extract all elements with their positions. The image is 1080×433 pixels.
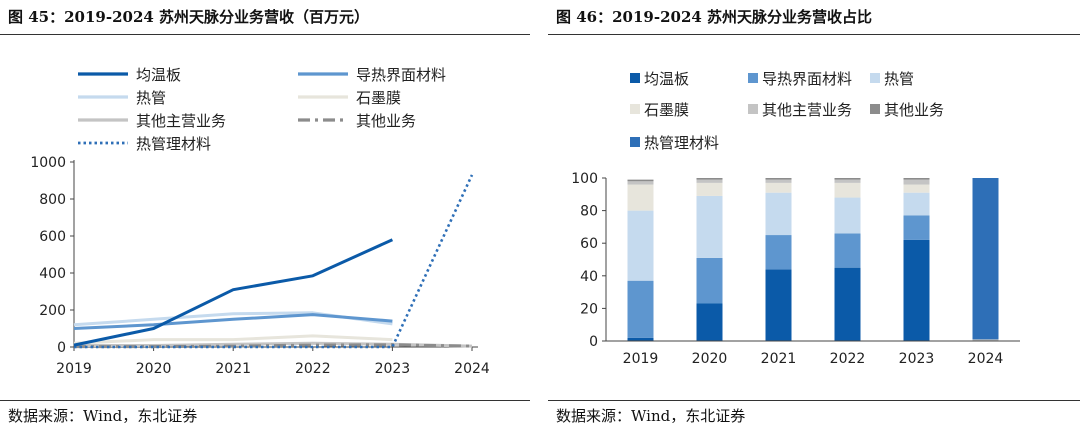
x-tick-label: 2019 [56,361,92,377]
left-figure-title: 图 45：2019-2024 苏州天脉分业务营收（百万元） [8,8,370,26]
left-source-note: 数据来源：Wind，东北证券 [8,407,198,425]
bar-segment-其他业务 [834,178,861,180]
x-tick-label: 2024 [454,361,490,377]
y-tick-label: 20 [580,301,598,317]
bar-segment-均温板 [834,267,861,341]
legend-swatch-石墨膜 [630,104,640,114]
bar-segment-石墨膜 [627,184,654,211]
bar-segment-导热界面材料 [903,215,930,240]
legend-label: 其他主营业务 [762,101,852,119]
x-tick-label: 2022 [295,361,331,377]
bar-segment-石墨膜 [765,182,792,193]
series-line-导热界面材料 [73,313,393,330]
bar-segment-导热界面材料 [696,257,723,304]
legend-label: 热管理材料 [644,134,719,152]
bar-segment-其他业务 [903,178,930,180]
series-line-均温板 [73,238,394,347]
x-tick-label: 2023 [375,361,411,377]
legend-label: 导热界面材料 [762,70,852,88]
bar-segment-其他主营业务 [696,179,723,183]
y-tick-label: 100 [571,171,598,187]
x-tick-label: 2020 [136,361,172,377]
legend-label: 其他业务 [356,112,416,130]
legend-label: 导热界面材料 [356,66,446,84]
legend-label: 其他主营业务 [136,112,226,130]
legend-swatch-其他业务 [870,104,880,114]
y-tick-label: 600 [39,229,66,245]
series-line-其他业务 [74,343,473,349]
y-tick-label: 800 [39,192,66,208]
legend-swatch-其他主营业务 [748,104,758,114]
series-line-石墨膜 [73,334,393,345]
bar-segment-热管 [903,192,930,216]
y-tick-label: 0 [589,334,598,350]
legend-swatch-均温板 [630,73,640,83]
legend-swatch-热管理材料 [630,137,640,147]
bar-segment-热管理材料 [972,178,999,340]
y-tick-label: 0 [57,340,66,356]
x-tick-label: 2019 [623,351,659,367]
left-chart-panel: 图 45：2019-2024 苏州天脉分业务营收（百万元） 0 200 400 600… [0,0,530,433]
bar-segment-均温板 [696,303,723,341]
bar-segment-导热界面材料 [627,280,654,338]
legend-label: 热管理材料 [136,135,211,153]
bar-segment-其他主营业务 [627,181,654,185]
y-tick-label: 400 [39,266,66,282]
right-figure-title: 图 46：2019-2024 苏州天脉分业务营收占比 [556,8,873,26]
right-source-note: 数据来源：Wind，东北证券 [556,407,746,425]
x-tick-label: 2021 [761,351,797,367]
legend-label: 均温板 [644,70,689,88]
y-tick-label: 1000 [30,155,66,171]
legend-label: 其他业务 [884,101,944,119]
bar-segment-其他主营业务 [834,179,861,183]
bar-segment-热管 [834,197,861,234]
series-line-热管理材料 [74,174,474,349]
right-title-rule [548,34,1080,35]
bar-segment-热管 [627,210,654,281]
bar-segment-热管 [765,192,792,236]
bar-segment-石墨膜 [834,182,861,198]
bar-segment-石墨膜 [903,184,930,193]
legend-swatch-导热界面材料 [748,73,758,83]
line-chart: 0 200 400 600 800 1000 2019 2020 2021 2022 2023 202… [30,66,490,377]
x-tick-label: 2023 [899,351,935,367]
bar-segment-其他主营业务 [765,179,792,183]
bar-segment-均温板 [765,269,792,341]
right-source-rule [548,400,1080,401]
bar-segment-其他主营业务 [903,179,930,185]
x-tick-label: 2020 [692,351,728,367]
y-tick-label: 40 [580,269,598,285]
bar-segment-均温板 [627,337,654,341]
legend-swatch-热管 [870,73,880,83]
legend-label: 热管 [136,89,166,107]
legend-label: 均温板 [136,66,181,84]
bar-segment-热管 [696,195,723,258]
right-chart-panel: 图 46：2019-2024 苏州天脉分业务营收占比 0 20 40 60 80 100 2… [548,0,1080,433]
legend-label: 石墨膜 [356,89,401,107]
y-tick-label: 200 [39,303,66,319]
left-source-rule [0,400,530,401]
bar-segment-导热界面材料 [834,233,861,268]
bar-segment-其他业务 [696,178,723,180]
x-tick-label: 2021 [215,361,251,377]
bar-segment-均温板 [903,239,930,341]
legend-label: 热管 [884,70,914,88]
bar-segment-导热界面材料 [765,235,792,270]
x-tick-label: 2022 [830,351,866,367]
y-tick-label: 60 [580,236,598,252]
bar-segment-其他业务 [765,178,792,180]
left-title-rule [0,34,530,35]
y-tick-label: 80 [580,204,598,220]
x-tick-label: 2024 [968,351,1004,367]
bar-segment-其他业务 [627,179,654,182]
bar-segment-石墨膜 [696,182,723,196]
bar-segment-其他主营业务 [972,339,999,341]
legend-label: 石墨膜 [644,101,689,119]
stacked-bar-chart: 0 20 40 60 80 100 2019 2020 2021 2022 2023 2024 均温板 导… [571,70,1020,367]
